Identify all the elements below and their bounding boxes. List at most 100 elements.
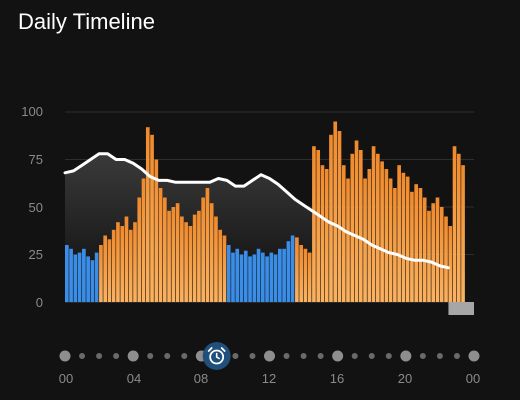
- sleep-bar: [69, 248, 73, 302]
- activity-bar: [337, 131, 342, 302]
- sleep-bar: [248, 256, 252, 302]
- activity-bar: [295, 237, 299, 302]
- activity-bar: [120, 226, 125, 302]
- activity-bar: [329, 134, 333, 302]
- timeline-major-dot[interactable]: [468, 350, 480, 362]
- activity-bar: [376, 153, 380, 302]
- activity-bar: [116, 222, 120, 302]
- sleep-bar: [265, 256, 269, 302]
- x-tick-label: 04: [126, 371, 142, 386]
- activity-bar: [107, 239, 112, 302]
- x-tick-label: 00: [58, 371, 74, 386]
- activity-bar: [397, 165, 401, 302]
- activity-bar: [431, 203, 436, 302]
- activity-bar: [439, 207, 444, 302]
- sleep-bar: [86, 256, 90, 302]
- no-data-segment: [448, 302, 474, 315]
- timeline-major-dot[interactable]: [264, 350, 275, 362]
- sleep-bar: [231, 252, 235, 302]
- timeline-chart[interactable]: [0, 0, 520, 320]
- activity-bar: [141, 178, 146, 302]
- activity-bar: [197, 210, 201, 302]
- timeline-dot[interactable]: [232, 353, 239, 359]
- sleep-bar: [90, 260, 95, 302]
- activity-bar: [214, 216, 218, 302]
- timeline-dot[interactable]: [453, 353, 460, 359]
- activity-bar: [410, 191, 414, 302]
- activity-bar: [128, 229, 133, 302]
- x-tick-label: 20: [397, 371, 413, 386]
- activity-bar: [158, 188, 163, 302]
- sleep-bar: [243, 250, 248, 302]
- y-tick-label: 0: [35, 295, 43, 310]
- page-title: Daily Timeline: [18, 9, 155, 34]
- sleep-bar: [286, 241, 291, 302]
- activity-bar: [452, 146, 457, 302]
- timeline-dot[interactable]: [249, 353, 256, 359]
- sleep-bar: [82, 248, 86, 302]
- timeline-dot[interactable]: [419, 353, 426, 359]
- sleep-bar: [260, 252, 265, 302]
- timeline-dot[interactable]: [181, 353, 188, 359]
- timeline-major-dot[interactable]: [127, 350, 139, 362]
- activity-bar: [205, 188, 210, 302]
- activity-bar: [180, 216, 184, 302]
- activity-bar: [133, 222, 137, 302]
- activity-bar: [201, 197, 205, 302]
- timeline-dot[interactable]: [436, 353, 443, 359]
- sleep-bar: [273, 254, 278, 302]
- timeline-dot[interactable]: [385, 353, 392, 359]
- activity-bar: [461, 165, 465, 302]
- alarm-clock-icon[interactable]: [202, 342, 231, 370]
- activity-bar: [299, 245, 303, 302]
- level-line: [63, 152, 450, 270]
- timeline-dot[interactable]: [317, 353, 324, 359]
- activity-bar: [354, 140, 359, 302]
- activity-bar: [393, 188, 397, 302]
- timeline-dot[interactable]: [96, 353, 103, 359]
- activity-bar: [222, 235, 227, 302]
- timeline-dot[interactable]: [147, 353, 154, 359]
- activity-bar: [456, 153, 461, 302]
- activity-bar: [341, 165, 346, 302]
- activity-bar: [307, 252, 312, 302]
- timeline-dot[interactable]: [283, 353, 290, 359]
- y-tick-label: 100: [21, 104, 43, 119]
- activity-bar: [422, 197, 427, 302]
- activity-bar: [414, 184, 419, 302]
- activity-bar: [388, 178, 393, 302]
- activity-bar: [380, 161, 384, 302]
- activity-bar: [167, 210, 171, 302]
- timeline-dot[interactable]: [300, 353, 307, 359]
- activity-bar: [405, 176, 410, 302]
- timeline-dot[interactable]: [164, 353, 171, 359]
- activity-bar: [137, 197, 142, 302]
- timeline-major-dot[interactable]: [400, 350, 412, 362]
- timeline-dot[interactable]: [113, 353, 120, 359]
- activity-bar: [162, 197, 167, 302]
- sleep-bar: [77, 252, 82, 302]
- sleep-bar: [235, 248, 240, 302]
- activity-bar: [192, 214, 197, 302]
- timeline-dot[interactable]: [351, 353, 358, 359]
- timeline-dot[interactable]: [79, 353, 86, 359]
- activity-bar: [303, 248, 308, 302]
- activity-bar: [350, 153, 355, 302]
- x-tick-label: 12: [261, 371, 277, 386]
- activity-bar: [188, 226, 193, 302]
- timeline-major-dot[interactable]: [332, 350, 344, 362]
- activity-bar: [324, 169, 329, 302]
- activity-bar: [103, 235, 108, 302]
- activity-bar: [427, 210, 431, 302]
- sleep-bar: [256, 248, 261, 302]
- activity-bar: [218, 229, 223, 302]
- timeline-major-dot[interactable]: [59, 350, 71, 362]
- timeline-dot[interactable]: [368, 353, 375, 359]
- activity-bar: [111, 229, 116, 302]
- activity-bar: [418, 188, 423, 302]
- sleep-bar: [226, 245, 231, 302]
- y-tick-label: 50: [28, 200, 43, 215]
- activity-bar: [435, 197, 440, 302]
